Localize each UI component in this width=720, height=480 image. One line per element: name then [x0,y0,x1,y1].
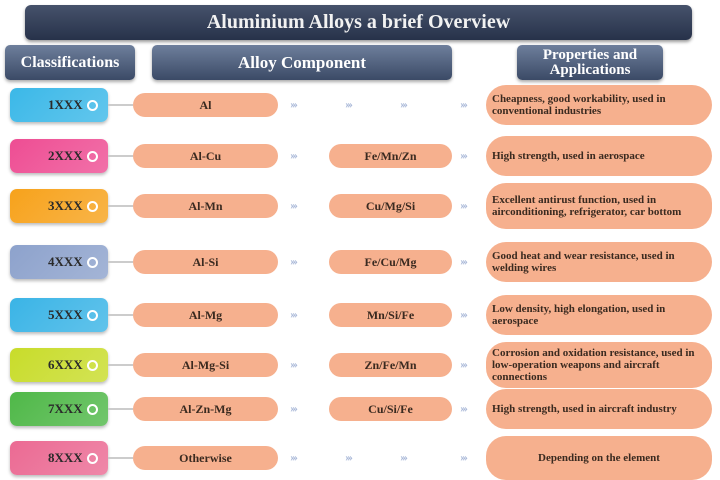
chevron-right-icon: ››› [290,357,298,371]
alloy-pill: Al-Mg [133,303,278,327]
connector-line [108,364,133,366]
header-alloy-component: Alloy Component [152,45,452,80]
alloy-pill: Al [133,93,278,117]
circle-icon [87,151,98,162]
properties-pill: Excellent antirust function, used in air… [486,183,712,229]
chevron-right-icon: ››› [345,450,353,464]
circle-icon [87,310,98,321]
connector-line [108,205,133,207]
classification-badge: 3XXX [10,189,108,223]
chevron-right-icon: ››› [460,401,468,415]
alloy-pill: Al-Mg-Si [133,353,278,377]
circle-icon [87,257,98,268]
chevron-right-icon: ››› [460,254,468,268]
classification-badge: 6XXX [10,348,108,382]
properties-pill: High strength, used in aerospace [486,136,712,176]
circle-icon [87,100,98,111]
chevron-right-icon: ››› [290,307,298,321]
chevron-right-icon: ››› [460,307,468,321]
connector-line [108,261,133,263]
secondary-elements-pill: Fe/Mn/Zn [329,144,452,168]
classification-badge: 2XXX [10,139,108,173]
properties-pill: Corrosion and oxidation resistance, used… [486,342,712,388]
classification-badge: 5XXX [10,298,108,332]
properties-pill: Depending on the element [486,436,712,480]
chevron-right-icon: ››› [460,148,468,162]
classification-badge: 8XXX [10,441,108,475]
chevron-right-icon: ››› [290,401,298,415]
chevron-right-icon: ››› [460,357,468,371]
connector-line [108,155,133,157]
header-classifications: Classifications [5,45,135,80]
chevron-right-icon: ››› [290,254,298,268]
chevron-right-icon: ››› [290,148,298,162]
alloy-pill: Al-Cu [133,144,278,168]
connector-line [108,104,133,106]
circle-icon [87,453,98,464]
properties-pill: Good heat and wear resistance, used in w… [486,242,712,282]
classification-badge: 1XXX [10,88,108,122]
circle-icon [87,360,98,371]
classification-badge: 4XXX [10,245,108,279]
alloy-pill: Al-Si [133,250,278,274]
connector-line [108,314,133,316]
classification-badge: 7XXX [10,392,108,426]
header-properties: Properties and Applications [517,45,663,80]
chevron-right-icon: ››› [290,450,298,464]
secondary-elements-pill: Cu/Si/Fe [329,397,452,421]
secondary-elements-pill: Mn/Si/Fe [329,303,452,327]
secondary-elements-pill: Cu/Mg/Si [329,194,452,218]
chevron-right-icon: ››› [290,198,298,212]
properties-pill: High strength, used in aircraft industry [486,389,712,429]
properties-pill: Low density, high elongation, used in ae… [486,295,712,335]
chevron-right-icon: ››› [290,97,298,111]
properties-pill: Cheapness, good workability, used in con… [486,85,712,125]
chevron-right-icon: ››› [460,97,468,111]
chevron-right-icon: ››› [460,198,468,212]
chevron-right-icon: ››› [460,450,468,464]
circle-icon [87,201,98,212]
alloy-pill: Al-Mn [133,194,278,218]
connector-line [108,457,133,459]
chevron-right-icon: ››› [400,97,408,111]
diagram-title: Aluminium Alloys a brief Overview [25,5,692,40]
alloy-pill: Al-Zn-Mg [133,397,278,421]
chevron-right-icon: ››› [345,97,353,111]
circle-icon [87,404,98,415]
secondary-elements-pill: Zn/Fe/Mn [329,353,452,377]
connector-line [108,408,133,410]
alloy-pill: Otherwise [133,446,278,470]
secondary-elements-pill: Fe/Cu/Mg [329,250,452,274]
chevron-right-icon: ››› [400,450,408,464]
